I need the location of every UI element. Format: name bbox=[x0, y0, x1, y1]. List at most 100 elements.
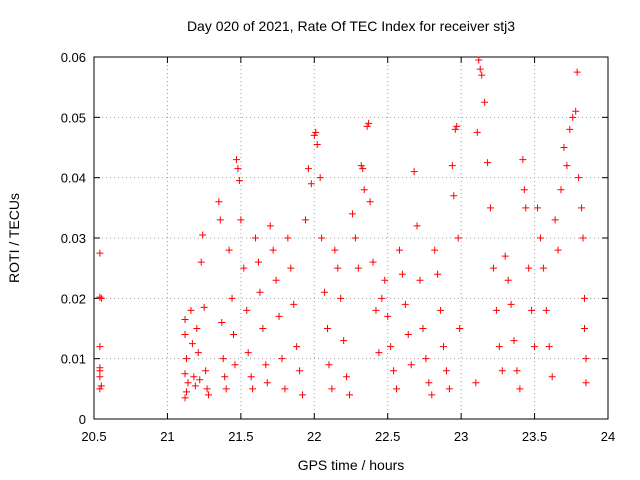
data-point bbox=[219, 355, 227, 363]
data-point bbox=[573, 68, 581, 76]
data-point bbox=[290, 300, 298, 308]
data-point bbox=[578, 204, 586, 212]
data-point bbox=[225, 246, 233, 254]
data-point bbox=[183, 355, 191, 363]
data-point bbox=[262, 361, 270, 369]
data-point bbox=[188, 340, 196, 348]
data-point bbox=[313, 140, 321, 148]
data-point bbox=[281, 385, 289, 393]
data-point bbox=[181, 315, 189, 323]
data-point bbox=[240, 264, 248, 272]
data-point bbox=[269, 246, 277, 254]
data-point bbox=[539, 264, 547, 272]
data-point bbox=[520, 186, 528, 194]
data-point bbox=[453, 122, 461, 130]
data-point bbox=[287, 264, 295, 272]
data-point bbox=[278, 355, 286, 363]
data-point bbox=[328, 385, 336, 393]
data-point bbox=[473, 128, 481, 136]
data-point bbox=[369, 258, 377, 266]
data-point bbox=[348, 210, 356, 218]
data-point bbox=[476, 65, 484, 73]
data-point bbox=[343, 373, 351, 381]
data-point bbox=[191, 382, 199, 390]
data-points bbox=[96, 56, 590, 402]
data-point bbox=[231, 361, 239, 369]
data-point bbox=[252, 234, 260, 242]
data-point bbox=[293, 343, 301, 351]
x-tick-label: 24 bbox=[601, 429, 615, 444]
data-point bbox=[256, 288, 264, 296]
chart-title: Day 020 of 2021, Rate Of TEC Index for r… bbox=[187, 18, 515, 34]
data-point bbox=[489, 264, 497, 272]
y-tick-label: 0.04 bbox=[61, 171, 86, 186]
data-point bbox=[183, 388, 191, 396]
data-point bbox=[203, 385, 211, 393]
data-point bbox=[216, 216, 224, 224]
data-point bbox=[581, 294, 589, 302]
data-point bbox=[551, 216, 559, 224]
data-point bbox=[516, 385, 524, 393]
x-tick-label: 21.5 bbox=[228, 429, 253, 444]
data-point bbox=[221, 373, 229, 381]
data-point bbox=[360, 186, 368, 194]
data-point bbox=[475, 56, 483, 64]
data-point bbox=[196, 376, 204, 384]
data-point bbox=[237, 216, 245, 224]
data-point bbox=[519, 156, 527, 164]
data-point bbox=[193, 325, 201, 332]
data-point bbox=[266, 222, 274, 230]
data-point bbox=[96, 373, 104, 381]
data-point bbox=[366, 198, 374, 206]
data-point bbox=[96, 293, 104, 301]
x-tick-label: 23.5 bbox=[522, 429, 547, 444]
data-point bbox=[545, 343, 553, 351]
data-point bbox=[254, 258, 262, 266]
data-point bbox=[199, 231, 207, 239]
data-point bbox=[401, 300, 409, 308]
y-tick-label: 0.01 bbox=[61, 352, 86, 367]
data-point bbox=[181, 394, 189, 402]
data-point bbox=[548, 373, 556, 381]
data-point bbox=[202, 367, 210, 375]
data-point bbox=[299, 391, 307, 399]
data-point bbox=[334, 264, 342, 272]
data-point bbox=[244, 349, 252, 357]
data-point bbox=[395, 246, 403, 254]
data-point bbox=[440, 343, 448, 351]
data-point bbox=[304, 165, 312, 173]
data-point bbox=[431, 246, 439, 254]
data-point bbox=[525, 264, 533, 272]
data-point bbox=[563, 162, 571, 170]
data-point bbox=[387, 343, 395, 351]
data-point bbox=[498, 367, 506, 375]
data-point bbox=[481, 98, 489, 106]
data-point bbox=[507, 300, 515, 308]
data-point bbox=[484, 159, 492, 167]
data-point bbox=[454, 234, 462, 242]
data-point bbox=[324, 325, 332, 332]
data-point bbox=[307, 180, 315, 188]
data-point bbox=[194, 349, 202, 357]
data-point bbox=[528, 306, 536, 314]
data-point bbox=[575, 174, 583, 182]
data-point bbox=[321, 288, 329, 296]
data-point bbox=[513, 367, 521, 375]
data-point bbox=[331, 246, 339, 254]
data-point bbox=[390, 367, 398, 375]
data-point bbox=[381, 276, 389, 284]
data-point bbox=[249, 385, 257, 393]
data-point bbox=[263, 379, 271, 387]
x-tick-label: 21 bbox=[160, 429, 174, 444]
data-point bbox=[247, 373, 255, 381]
data-point bbox=[232, 156, 240, 164]
data-point bbox=[181, 331, 189, 339]
data-point bbox=[215, 198, 223, 206]
data-point bbox=[359, 165, 367, 173]
data-point bbox=[456, 325, 464, 332]
data-point bbox=[451, 125, 459, 133]
x-tick-label: 23 bbox=[454, 429, 468, 444]
data-point bbox=[235, 177, 243, 185]
data-point bbox=[557, 186, 565, 194]
